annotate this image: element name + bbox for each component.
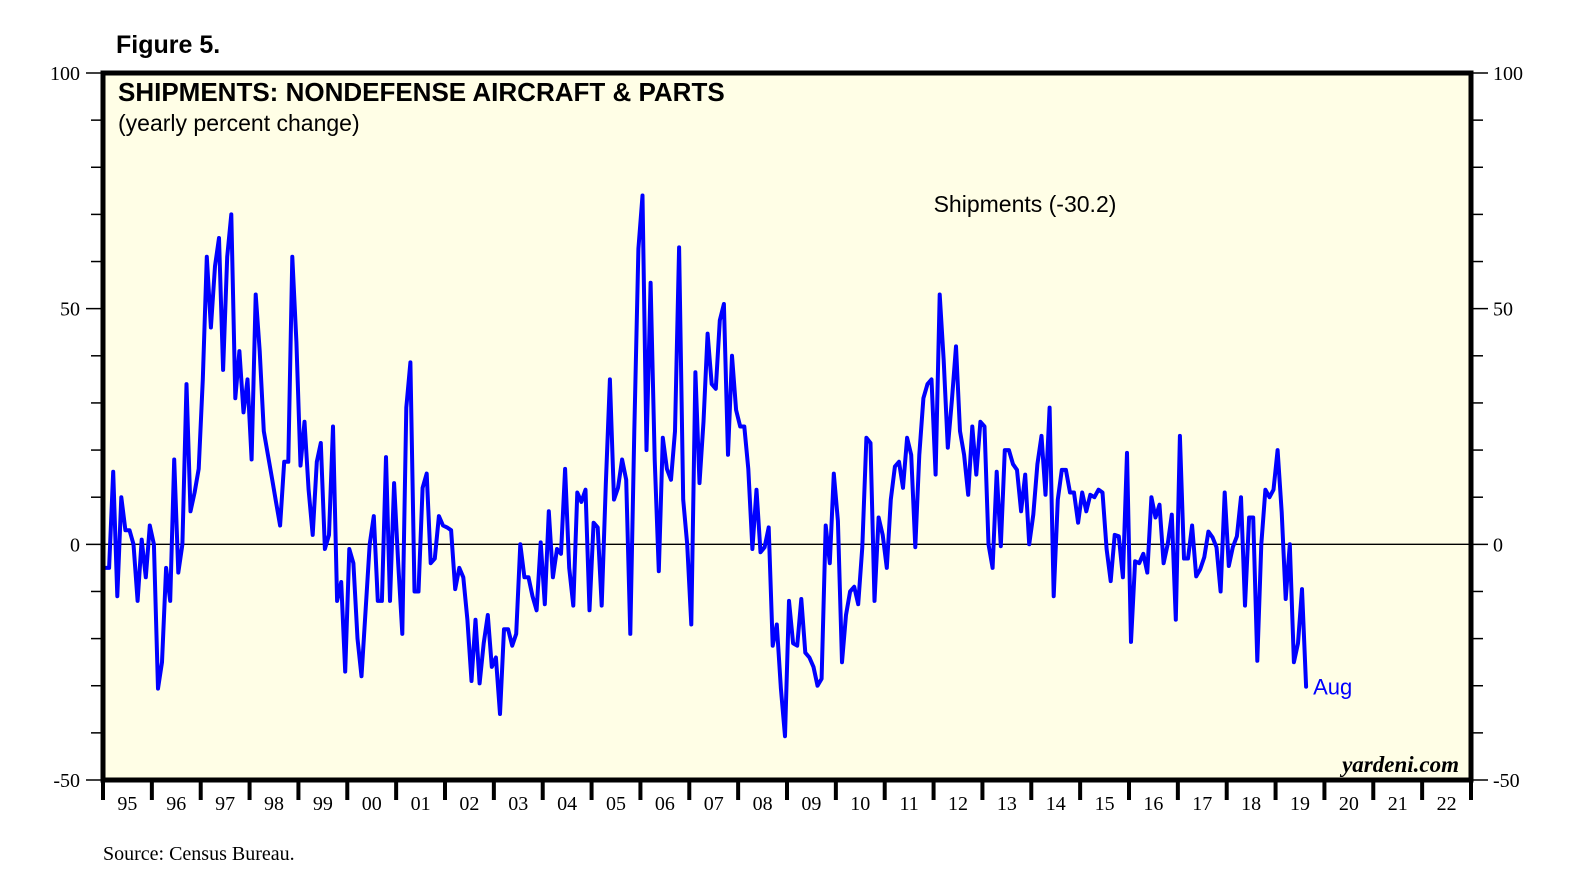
series-line-shipments [103, 193, 1309, 739]
x-tick-label: 16 [1143, 793, 1163, 815]
x-tick-label: 02 [459, 793, 479, 815]
x-tick-label: 98 [264, 793, 284, 815]
end-point-label: Aug [1313, 675, 1352, 700]
x-tick-label: 15 [1095, 793, 1115, 815]
y-tick-label-right: 100 [1493, 63, 1523, 85]
y-tick-label-left: 50 [60, 299, 80, 321]
x-tick-label: 97 [215, 793, 235, 815]
figure-label: Figure 5. [116, 31, 220, 59]
plot-frame [100, 70, 1474, 783]
x-tick-label: 12 [948, 793, 968, 815]
y-tick-label-left: 100 [50, 63, 80, 85]
x-tick-label: 21 [1388, 793, 1408, 815]
y-axis-ticks: 100 100 50 50 0 0 -50 -50 [50, 63, 1523, 792]
x-tick-label: 07 [704, 793, 724, 815]
x-tick-label: 18 [1241, 793, 1261, 815]
y-tick-label-right: -50 [1493, 770, 1520, 792]
x-tick-label: 04 [557, 793, 577, 815]
y-tick-label-left: -50 [53, 770, 80, 792]
watermark: yardeni.com [1339, 752, 1459, 777]
x-tick-label: 08 [753, 793, 773, 815]
x-tick-label: 96 [166, 793, 186, 815]
chart-title: SHIPMENTS: NONDEFENSE AIRCRAFT & PARTS [118, 77, 725, 107]
x-tick-label: 11 [900, 793, 919, 815]
x-tick-label: 95 [117, 793, 137, 815]
x-tick-label: 00 [362, 793, 382, 815]
y-tick-label-left: 0 [70, 534, 80, 556]
x-tick-label: 10 [850, 793, 870, 815]
x-tick-label: 22 [1437, 793, 1457, 815]
x-tick-label: 06 [655, 793, 675, 815]
x-tick-label: 03 [508, 793, 528, 815]
y-tick-label-right: 0 [1493, 534, 1503, 556]
x-tick-label: 20 [1339, 793, 1359, 815]
x-tick-label: 17 [1192, 793, 1212, 815]
x-tick-label: 01 [411, 793, 431, 815]
source-note: Source: Census Bureau. [103, 843, 295, 865]
series-annotation: Shipments (-30.2) [934, 191, 1117, 217]
x-tick-label: 14 [1046, 793, 1066, 815]
x-axis-ticks: 95 96 97 98 99 00 01 02 03 04 05 06 07 08 09 10 11 12 13 14… [101, 780, 1473, 815]
x-tick-label: 09 [801, 793, 821, 815]
x-tick-label: 19 [1290, 793, 1310, 815]
y-tick-label-right: 50 [1493, 299, 1513, 321]
x-tick-label: 99 [313, 793, 333, 815]
chart-subtitle: (yearly percent change) [118, 110, 360, 136]
x-tick-label: 05 [606, 793, 626, 815]
x-tick-label: 13 [997, 793, 1017, 815]
